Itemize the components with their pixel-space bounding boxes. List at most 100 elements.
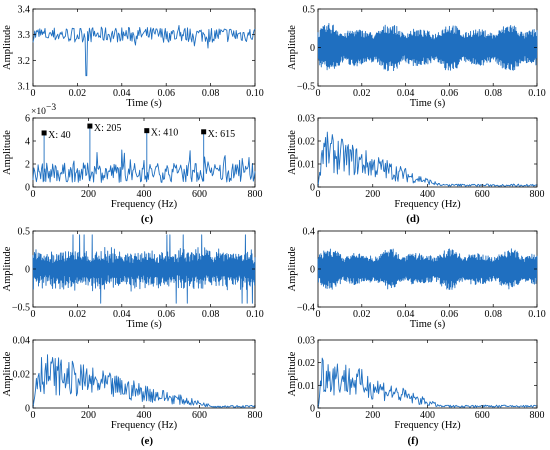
series-line-e-time bbox=[32, 234, 256, 304]
y-tick-label: 0.02 bbox=[13, 370, 31, 381]
y-tick-label: −0.5 bbox=[297, 82, 315, 93]
x-tick-label: 0.10 bbox=[246, 309, 264, 320]
x-tick-label: 0 bbox=[31, 309, 36, 320]
series-line-c-time bbox=[32, 25, 256, 77]
peak-marker bbox=[87, 123, 93, 129]
x-tick-label: 0.06 bbox=[157, 88, 175, 99]
y-tick-label: 0.02 bbox=[298, 358, 316, 369]
y-tick-label: 0.4 bbox=[303, 227, 316, 238]
x-tick-label: 0.08 bbox=[202, 309, 220, 320]
x-tick-label: 400 bbox=[137, 410, 152, 421]
y-tick-label: 0.5 bbox=[303, 5, 316, 16]
x-axis-label: Time (s) bbox=[410, 319, 446, 330]
x-tick-label: 800 bbox=[530, 410, 545, 421]
x-tick-label: 800 bbox=[530, 189, 545, 200]
peak-marker bbox=[41, 130, 47, 136]
plot-frame-d-freq bbox=[317, 117, 538, 188]
x-tick-label: 0.04 bbox=[113, 88, 131, 99]
series-line-e-freq bbox=[32, 354, 256, 409]
x-tick-label: 0.10 bbox=[528, 88, 546, 99]
panel-label-f: (f) bbox=[408, 435, 419, 447]
x-tick-label: 200 bbox=[365, 410, 380, 421]
x-tick-label: 0 bbox=[316, 88, 321, 99]
y-tick-label: 0.03 bbox=[298, 114, 316, 125]
x-tick-label: 0.02 bbox=[353, 309, 371, 320]
x-tick-label: 0.08 bbox=[484, 88, 502, 99]
y-tick-label: 0.01 bbox=[298, 381, 316, 392]
series-line-d-time bbox=[317, 22, 538, 72]
x-tick-label: 0.10 bbox=[246, 88, 264, 99]
x-tick-label: 600 bbox=[192, 410, 207, 421]
x-tick-label: 0.04 bbox=[397, 88, 415, 99]
x-axis-label: Frequency (Hz) bbox=[111, 420, 178, 431]
x-tick-label: 200 bbox=[81, 410, 96, 421]
x-tick-label: 200 bbox=[81, 189, 96, 200]
x-tick-label: 0.10 bbox=[528, 309, 546, 320]
y-tick-label: 0 bbox=[310, 404, 315, 415]
peak-annotation: X: 410 bbox=[151, 128, 179, 139]
x-tick-label: 0 bbox=[31, 410, 36, 421]
x-tick-label: 400 bbox=[137, 189, 152, 200]
x-axis-label: Time (s) bbox=[126, 98, 162, 109]
x-tick-label: 0 bbox=[316, 309, 321, 320]
y-tick-label: −0.5 bbox=[12, 303, 30, 314]
x-tick-label: 0.08 bbox=[484, 309, 502, 320]
series-line-f-freq bbox=[317, 357, 538, 409]
y-axis-label: Amplitude bbox=[2, 25, 13, 70]
x-tick-label: 400 bbox=[420, 189, 435, 200]
series-line-d-freq bbox=[317, 131, 538, 188]
y-tick-label: 4 bbox=[25, 137, 30, 148]
panel-label-d: (d) bbox=[406, 213, 420, 225]
y-tick-label: 0.03 bbox=[298, 336, 316, 347]
peak-marker bbox=[144, 128, 150, 134]
x-tick-label: 0 bbox=[31, 189, 36, 200]
y-tick-label: 0.5 bbox=[18, 227, 31, 238]
y-axis-label: Amplitude bbox=[287, 130, 298, 175]
x-tick-label: 600 bbox=[475, 410, 490, 421]
y-tick-label: 0 bbox=[25, 265, 30, 276]
y-tick-label: 3.3 bbox=[18, 30, 31, 41]
plot-frame-c-time bbox=[32, 8, 256, 87]
x-axis-label: Frequency (Hz) bbox=[394, 420, 461, 431]
x-tick-label: 0.06 bbox=[441, 309, 459, 320]
y-tick-label: 0.04 bbox=[13, 336, 31, 347]
x-tick-label: 0 bbox=[316, 189, 321, 200]
x-tick-label: 0.04 bbox=[397, 309, 415, 320]
y-tick-label: 3.4 bbox=[18, 5, 31, 16]
scale-exponent: ×10 bbox=[31, 107, 46, 117]
y-tick-label: 0.01 bbox=[298, 160, 316, 171]
y-tick-label: 2 bbox=[25, 160, 30, 171]
x-tick-label: 0.06 bbox=[157, 309, 175, 320]
x-tick-label: 400 bbox=[420, 410, 435, 421]
x-tick-label: 0.02 bbox=[353, 88, 371, 99]
y-axis-label: Amplitude bbox=[2, 351, 13, 396]
x-tick-label: 200 bbox=[365, 189, 380, 200]
peak-marker bbox=[201, 129, 207, 135]
y-axis-label: Amplitude bbox=[287, 246, 298, 291]
x-tick-label: 0.08 bbox=[202, 88, 220, 99]
y-tick-label: 0 bbox=[310, 183, 315, 194]
x-tick-label: 0.06 bbox=[441, 88, 459, 99]
y-tick-label: 0 bbox=[310, 265, 315, 276]
y-axis-label: Amplitude bbox=[287, 351, 298, 396]
y-axis-label: Amplitude bbox=[2, 130, 13, 175]
y-tick-label: 0 bbox=[25, 404, 30, 415]
y-axis-label: Amplitude bbox=[287, 25, 298, 70]
x-tick-label: 0 bbox=[316, 410, 321, 421]
panel-label-e: (e) bbox=[141, 435, 154, 447]
x-tick-label: 800 bbox=[248, 189, 263, 200]
x-axis-label: Time (s) bbox=[126, 319, 162, 330]
x-tick-label: 0 bbox=[31, 88, 36, 99]
series-line-f-time bbox=[317, 248, 538, 290]
x-tick-label: 800 bbox=[248, 410, 263, 421]
x-tick-label: 600 bbox=[475, 189, 490, 200]
x-axis-label: Time (s) bbox=[410, 98, 446, 109]
x-tick-label: 0.02 bbox=[69, 88, 87, 99]
scale-power: −3 bbox=[46, 103, 56, 113]
x-tick-label: 0.04 bbox=[113, 309, 131, 320]
panel-label-c: (c) bbox=[141, 213, 154, 225]
peak-annotation: X: 205 bbox=[94, 123, 122, 134]
x-axis-label: Frequency (Hz) bbox=[111, 199, 178, 210]
y-axis-label: Amplitude bbox=[2, 246, 13, 291]
